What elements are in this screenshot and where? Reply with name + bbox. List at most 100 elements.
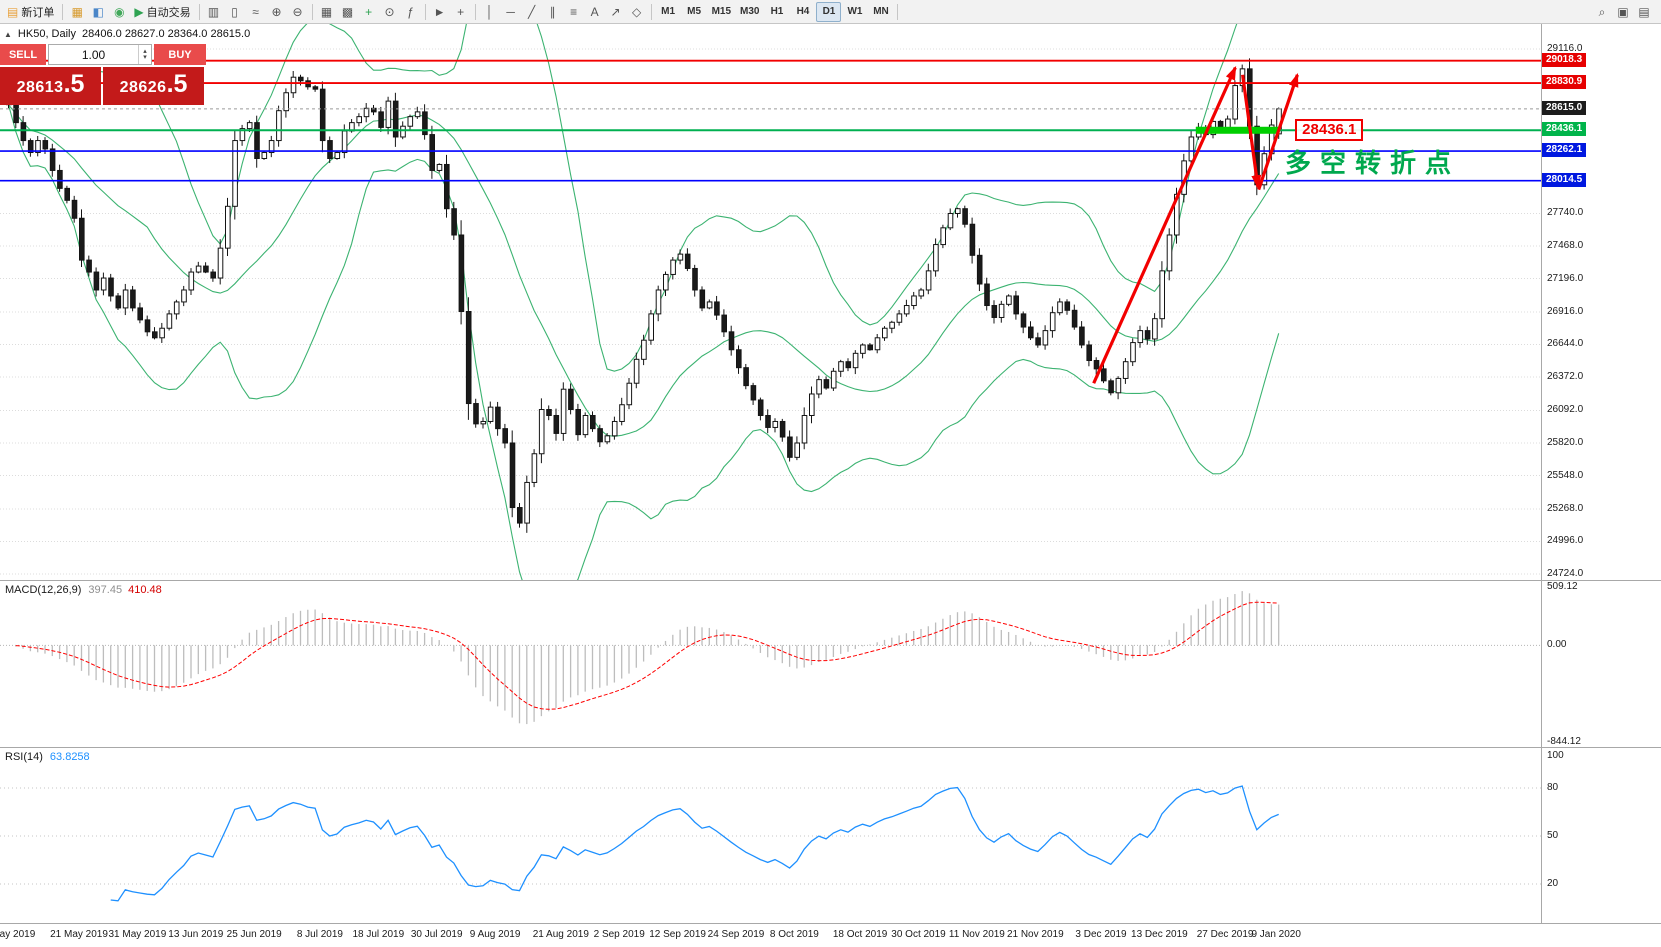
timeframe-m30[interactable]: M30 bbox=[736, 2, 763, 22]
date-label: 8 Jul 2019 bbox=[296, 929, 343, 940]
timeframe-w1[interactable]: W1 bbox=[842, 2, 867, 22]
price-tag: 29018.3 bbox=[1542, 52, 1587, 67]
date-label: 30 Oct 2019 bbox=[891, 929, 946, 940]
chart-list-icon: ▤ bbox=[1638, 4, 1650, 19]
time-periods-icon[interactable]: ⊙ bbox=[380, 2, 400, 22]
sell-button[interactable]: SELL bbox=[0, 44, 46, 65]
text-label-icon[interactable]: A bbox=[585, 2, 605, 22]
shapes-icon[interactable]: ◇ bbox=[627, 2, 647, 22]
horizontal-levels[interactable] bbox=[0, 59, 1541, 182]
cursor-icon: ► bbox=[433, 4, 446, 19]
date-label: 27 Dec 2019 bbox=[1196, 929, 1254, 940]
volume-stepper[interactable]: 1.00 ▴ ▾ bbox=[48, 44, 152, 65]
toolbar-separator bbox=[650, 3, 652, 20]
crosshair-icon[interactable]: + bbox=[451, 2, 471, 22]
market-watch-icon[interactable]: ▦ bbox=[67, 2, 87, 22]
rsi-label: RSI(14) 63.8258 bbox=[5, 751, 90, 763]
rsi-axis-tick: 80 bbox=[1547, 782, 1559, 793]
timeframe-m1[interactable]: M1 bbox=[656, 2, 681, 22]
indicators-icon[interactable]: ƒ bbox=[401, 2, 421, 22]
add-indicator-icon: + bbox=[365, 4, 373, 19]
toolbar-group-cursor: ► + bbox=[430, 2, 471, 22]
price-tick: 26092.0 bbox=[1547, 404, 1584, 416]
macd-axis-tick: 509.12 bbox=[1547, 581, 1578, 592]
date-label: 2 Sep 2019 bbox=[593, 929, 645, 940]
macd-label: MACD(12,26,9) 397.45 410.48 bbox=[5, 584, 162, 596]
cursor-icon[interactable]: ► bbox=[430, 2, 450, 22]
timeframe-h4[interactable]: H4 bbox=[790, 2, 815, 22]
buy-price-display[interactable]: 28626.5 bbox=[103, 67, 204, 105]
price-tick: 26644.0 bbox=[1547, 338, 1584, 350]
auto-trading-button[interactable]: ▶ 自动交易 bbox=[130, 2, 194, 22]
timeframe-m5[interactable]: M5 bbox=[682, 2, 707, 22]
timeframe-h1[interactable]: H1 bbox=[764, 2, 789, 22]
fibonacci-icon[interactable]: ≡ bbox=[564, 2, 584, 22]
timeframe-d1[interactable]: D1 bbox=[816, 1, 842, 22]
objects-list-icon[interactable]: ▩ bbox=[338, 2, 358, 22]
timeframe-m15-label: M15 bbox=[711, 6, 732, 17]
tile-windows-icon[interactable]: ▦ bbox=[317, 2, 337, 22]
candlestick-chart[interactable] bbox=[0, 24, 1541, 580]
price-tick: 24996.0 bbox=[1547, 535, 1584, 547]
price-tick: 25548.0 bbox=[1547, 469, 1584, 481]
search-icon[interactable]: ⌕ bbox=[1592, 2, 1612, 22]
toolbar-separator bbox=[424, 3, 426, 20]
macd-panel: MACD(12,26,9) 397.45 410.48 509.12 0.00 -844… bbox=[0, 580, 1661, 747]
toolbar-separator bbox=[474, 3, 476, 20]
volume-spinner-arrows[interactable]: ▴ ▾ bbox=[138, 45, 151, 64]
zoom-in-icon[interactable]: ⊕ bbox=[267, 2, 287, 22]
symbol-ohlc-values: 28406.0 28627.0 28364.0 28615.0 bbox=[82, 28, 251, 40]
candlestick-chart-icon[interactable]: ▯ bbox=[225, 2, 245, 22]
toolbar-separator bbox=[897, 3, 899, 20]
bar-chart-icon[interactable]: ▥ bbox=[204, 2, 224, 22]
timeframe-mn[interactable]: MN bbox=[868, 2, 893, 22]
timeframe-m15[interactable]: M15 bbox=[708, 2, 735, 22]
timeframe-m30-label: M30 bbox=[740, 6, 760, 17]
date-label: 13 Jun 2019 bbox=[168, 929, 224, 940]
channel-icon[interactable]: ∥ bbox=[543, 2, 563, 22]
macd-name: MACD(12,26,9) bbox=[5, 584, 82, 596]
rsi-chart[interactable] bbox=[0, 748, 1541, 923]
grid-layer bbox=[0, 48, 1541, 575]
trendline-icon[interactable]: ╱ bbox=[522, 2, 542, 22]
price-tag: 28436.1 bbox=[1542, 122, 1587, 137]
price-tick: 27196.0 bbox=[1547, 272, 1584, 284]
crosshair-icon: + bbox=[457, 4, 465, 19]
line-chart-icon[interactable]: ≈ bbox=[246, 2, 266, 22]
macd-chart[interactable] bbox=[0, 581, 1541, 747]
trend-arrows[interactable] bbox=[1092, 65, 1299, 384]
macd-axis-tick: 0.00 bbox=[1547, 639, 1567, 651]
price-tag: 28830.9 bbox=[1542, 75, 1587, 90]
macd-signal-value: 410.48 bbox=[128, 584, 162, 596]
buy-button[interactable]: BUY bbox=[154, 44, 206, 65]
chart-list-icon[interactable]: ▤ bbox=[1634, 2, 1654, 22]
vertical-line-icon[interactable]: │ bbox=[480, 2, 500, 22]
bar-chart-icon: ▥ bbox=[207, 4, 220, 19]
volume-decrease-icon[interactable]: ▾ bbox=[143, 53, 147, 61]
new-order-button[interactable]: ▤ 新订单 bbox=[3, 2, 58, 22]
volume-increase-icon[interactable]: ▴ bbox=[143, 47, 147, 55]
fibonacci-icon: ≡ bbox=[570, 4, 578, 19]
community-icon[interactable]: ◉ bbox=[109, 2, 129, 22]
toolbar-group-chart-modes: ▥ ▯ ≈ ⊕ ⊖ bbox=[204, 2, 308, 22]
new-chart-window-icon[interactable]: ▣ bbox=[1613, 2, 1633, 22]
collapse-one-click-icon[interactable]: ▲ bbox=[4, 29, 12, 39]
arrows-icon[interactable]: ↗ bbox=[606, 2, 626, 22]
support-highlight-bar[interactable] bbox=[1195, 126, 1279, 134]
sell-price-display[interactable]: 28613.5 bbox=[0, 67, 101, 105]
date-label: 8 Oct 2019 bbox=[769, 929, 819, 940]
price-callout[interactable]: 28436.1 bbox=[1295, 119, 1364, 142]
horizontal-line-icon[interactable]: ─ bbox=[501, 2, 521, 22]
price-axis: 29116.0 27740.0 27468.0 27196.0 26916.0 26644… bbox=[1541, 24, 1661, 580]
algo-robot-icon[interactable]: ◧ bbox=[88, 2, 108, 22]
zoom-out-icon[interactable]: ⊖ bbox=[288, 2, 308, 22]
date-label: 21 Aug 2019 bbox=[532, 929, 589, 940]
turning-point-note[interactable]: 多空转折点 bbox=[1284, 147, 1460, 178]
date-label: 18 Oct 2019 bbox=[832, 929, 888, 940]
text-label-icon: A bbox=[590, 4, 599, 19]
add-indicator-icon[interactable]: + bbox=[359, 2, 379, 22]
volume-value[interactable]: 1.00 bbox=[81, 47, 106, 62]
trendline-icon: ╱ bbox=[527, 4, 536, 19]
